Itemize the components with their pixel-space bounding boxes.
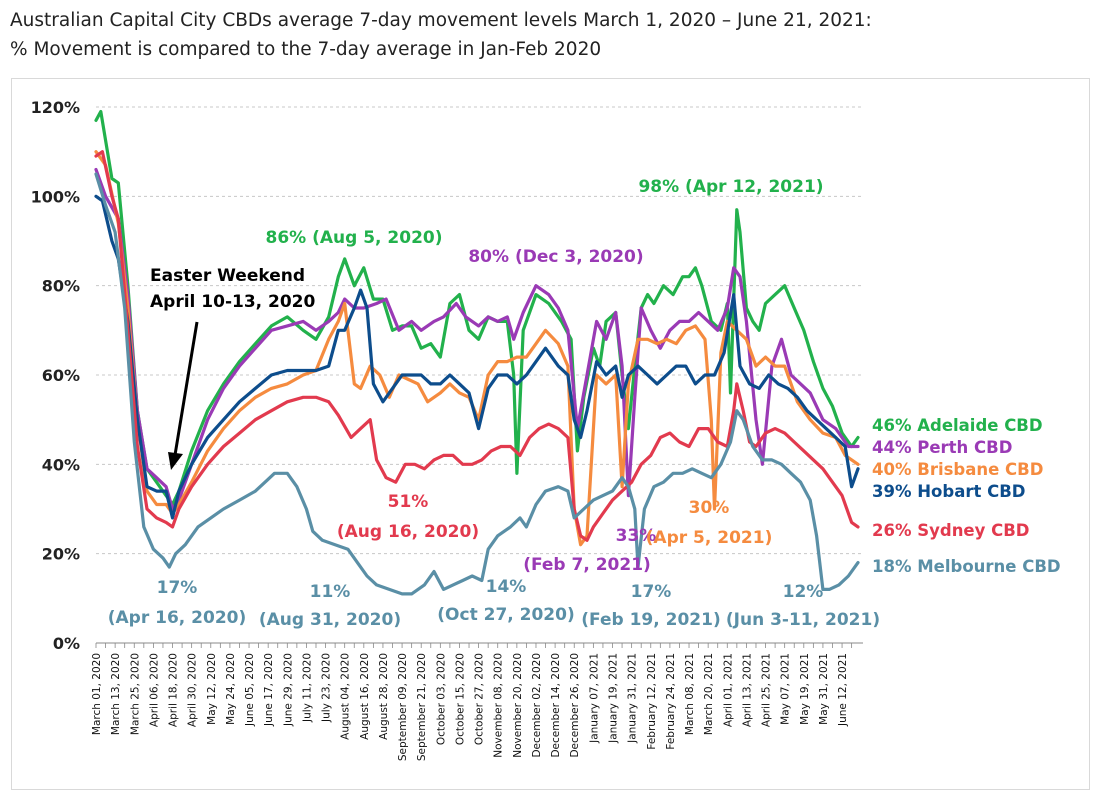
annotation-easter: Easter Weekend (150, 266, 305, 286)
y-tick-label: 60% (42, 366, 80, 385)
y-tick-label: 120% (31, 98, 80, 117)
x-tick-label: October 27, 2020 (474, 653, 486, 745)
x-tick-label: May 19, 2021 (799, 653, 811, 725)
x-tick-label: June 17, 2020 (263, 653, 275, 727)
x-tick-label: June 12, 2021 (837, 653, 849, 727)
series-line-melbourne-cbd (94, 172, 860, 596)
x-tick-label: April 06, 2020 (148, 653, 160, 727)
annotation-bris_low: (Apr 5, 2021) (646, 528, 773, 548)
series-line-sydney-cbd (94, 150, 860, 542)
x-tick-label: September 21, 2020 (416, 653, 428, 761)
x-tick-label: October 03, 2020 (435, 653, 447, 745)
x-tick-label: December 14, 2020 (550, 653, 562, 758)
x-tick-label: October 15, 2020 (454, 653, 466, 745)
annotation-mel_5: (Jun 3-11, 2021) (726, 610, 880, 630)
annotation-bris_low: 30% (689, 498, 730, 518)
x-tick-label: March 08, 2021 (684, 653, 696, 735)
series-line-hobart-cbd (94, 194, 860, 520)
end-label-hobart-cbd: 39% Hobart CBD (872, 482, 1025, 501)
x-tick-label: July 23, 2020 (321, 653, 333, 723)
easter-arrow-head (168, 452, 183, 470)
x-tick-label: March 01, 2020 (91, 653, 103, 735)
x-tick-label: February 12, 2021 (646, 653, 658, 750)
x-tick-label: May 24, 2020 (225, 653, 237, 725)
y-tick-label: 0% (53, 634, 80, 653)
series-line-adelaide-cbd (94, 109, 860, 507)
annotation-mel_3: 14% (486, 577, 527, 597)
chart-title-line-2: % Movement is compared to the 7-day aver… (10, 39, 602, 60)
x-tick-label: January 19, 2021 (608, 653, 620, 744)
chart-title: Australian Capital City CBDs average 7-d… (10, 6, 1090, 64)
x-tick-label: February 24, 2021 (665, 653, 677, 750)
annotation-mel_3: (Oct 27, 2020) (437, 605, 574, 625)
series-line-perth-cbd (94, 167, 860, 511)
y-tick-label: 100% (31, 187, 80, 206)
end-label-adelaide-cbd: 46% Adelaide CBD (872, 416, 1043, 435)
x-tick-label: April 13, 2021 (741, 653, 753, 727)
series-line-brisbane-cbd (94, 150, 860, 547)
annotation-mel_4: 17% (631, 582, 672, 602)
x-tick-label: May 12, 2020 (206, 653, 218, 725)
end-label-sydney-cbd: 26% Sydney CBD (872, 521, 1030, 540)
x-tick-label: November 20, 2020 (512, 653, 524, 758)
x-tick-label: June 29, 2020 (282, 653, 294, 727)
annotation-easter: April 10-13, 2020 (150, 292, 316, 312)
x-tick-label: December 26, 2020 (569, 653, 581, 758)
end-label-melbourne-cbd: 18% Melbourne CBD (872, 557, 1061, 576)
y-tick-label: 40% (42, 455, 80, 474)
x-tick-label: November 08, 2020 (493, 653, 505, 758)
x-tick-label: August 04, 2020 (340, 653, 352, 740)
x-tick-label: July 11, 2020 (301, 653, 313, 723)
annotation-mel_4: (Feb 19, 2021) (581, 610, 720, 630)
x-tick-label: April 01, 2021 (722, 653, 734, 727)
annotation-perth_low: 33% (616, 526, 657, 546)
annotation-mel_5: 12% (783, 582, 824, 602)
annotation-mel_2: (Aug 31, 2020) (259, 610, 401, 630)
x-tick-label: June 05, 2020 (244, 653, 256, 727)
chart-title-line-1: Australian Capital City CBDs average 7-d… (10, 10, 872, 31)
end-label-perth-cbd: 44% Perth CBD (872, 438, 1012, 457)
x-tick-label: April 25, 2021 (761, 653, 773, 727)
annotation-perth_peak: 80% (Dec 3, 2020) (468, 247, 643, 267)
x-tick-label: January 31, 2021 (627, 653, 639, 744)
x-tick-label: March 25, 2020 (129, 653, 141, 735)
x-tick-label: May 07, 2021 (780, 653, 792, 725)
x-tick-label: December 02, 2020 (531, 653, 543, 758)
annotation-adel_peak1: 86% (Aug 5, 2020) (265, 228, 442, 248)
x-tick-label: March 13, 2020 (110, 653, 122, 735)
chart-frame (11, 78, 1090, 790)
x-tick-label: May 31, 2021 (818, 653, 830, 725)
x-tick-label: August 16, 2020 (359, 653, 371, 740)
end-label-brisbane-cbd: 40% Brisbane CBD (872, 460, 1043, 479)
x-tick-label: April 30, 2020 (187, 653, 199, 727)
annotation-syd_low: 51% (388, 492, 429, 512)
annotation-adel_peak2: 98% (Apr 12, 2021) (638, 177, 823, 197)
y-tick-label: 20% (42, 545, 80, 564)
annotation-mel_1: (Apr 16, 2020) (108, 608, 247, 628)
annotation-mel_2: 11% (310, 582, 351, 602)
x-tick-label: August 28, 2020 (378, 653, 390, 740)
annotation-syd_feb: (Feb 7, 2021) (523, 555, 651, 575)
annotation-syd_low: (Aug 16, 2020) (337, 522, 479, 542)
x-tick-label: September 09, 2020 (397, 653, 409, 761)
x-tick-label: January 07, 2021 (588, 653, 600, 744)
x-tick-label: April 18, 2020 (168, 653, 180, 727)
y-tick-label: 80% (42, 277, 80, 296)
x-tick-label: March 20, 2021 (703, 653, 715, 735)
annotation-mel_1: 17% (157, 578, 198, 598)
easter-arrow-shaft (173, 321, 199, 456)
